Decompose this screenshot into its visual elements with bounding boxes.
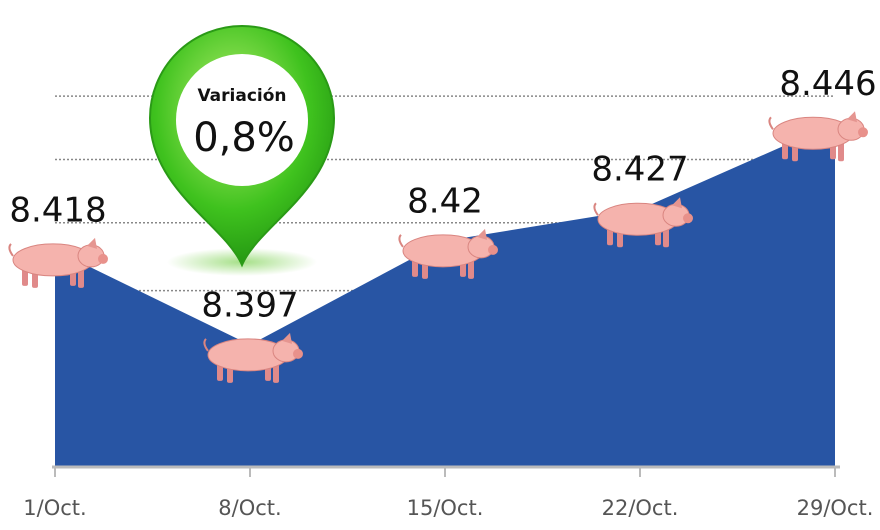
x-tick-label: 8/Oct.	[218, 496, 281, 520]
value-label: 8.418	[9, 190, 106, 230]
chart: Variación 0,8% 1/Oct. 8/Oct. 15/Oct. 22/Oct…	[0, 0, 880, 530]
variation-pin: Variación 0,8%	[150, 26, 334, 276]
annotation-title: Variación	[197, 86, 286, 106]
pig-snout	[683, 213, 693, 223]
value-label: 8.427	[591, 150, 688, 190]
pig-snout	[98, 254, 108, 264]
x-tick-label: 15/Oct.	[407, 496, 484, 520]
annotation-text: 0,8%	[193, 115, 295, 161]
pig-snout	[293, 349, 303, 359]
value-label: 8.446	[779, 64, 876, 104]
x-tick-label: 29/Oct.	[797, 496, 874, 520]
pig-snout	[488, 245, 498, 255]
pig-tail	[769, 117, 773, 129]
value-label: 8.397	[201, 285, 298, 325]
pig-tail	[594, 203, 598, 215]
pig-tail	[399, 235, 403, 247]
x-tick-label: 1/Oct.	[23, 496, 86, 520]
value-label: 8.42	[407, 181, 483, 221]
pig-tail	[9, 244, 13, 256]
pig-snout	[858, 127, 868, 137]
x-tick-label: 22/Oct.	[602, 496, 679, 520]
